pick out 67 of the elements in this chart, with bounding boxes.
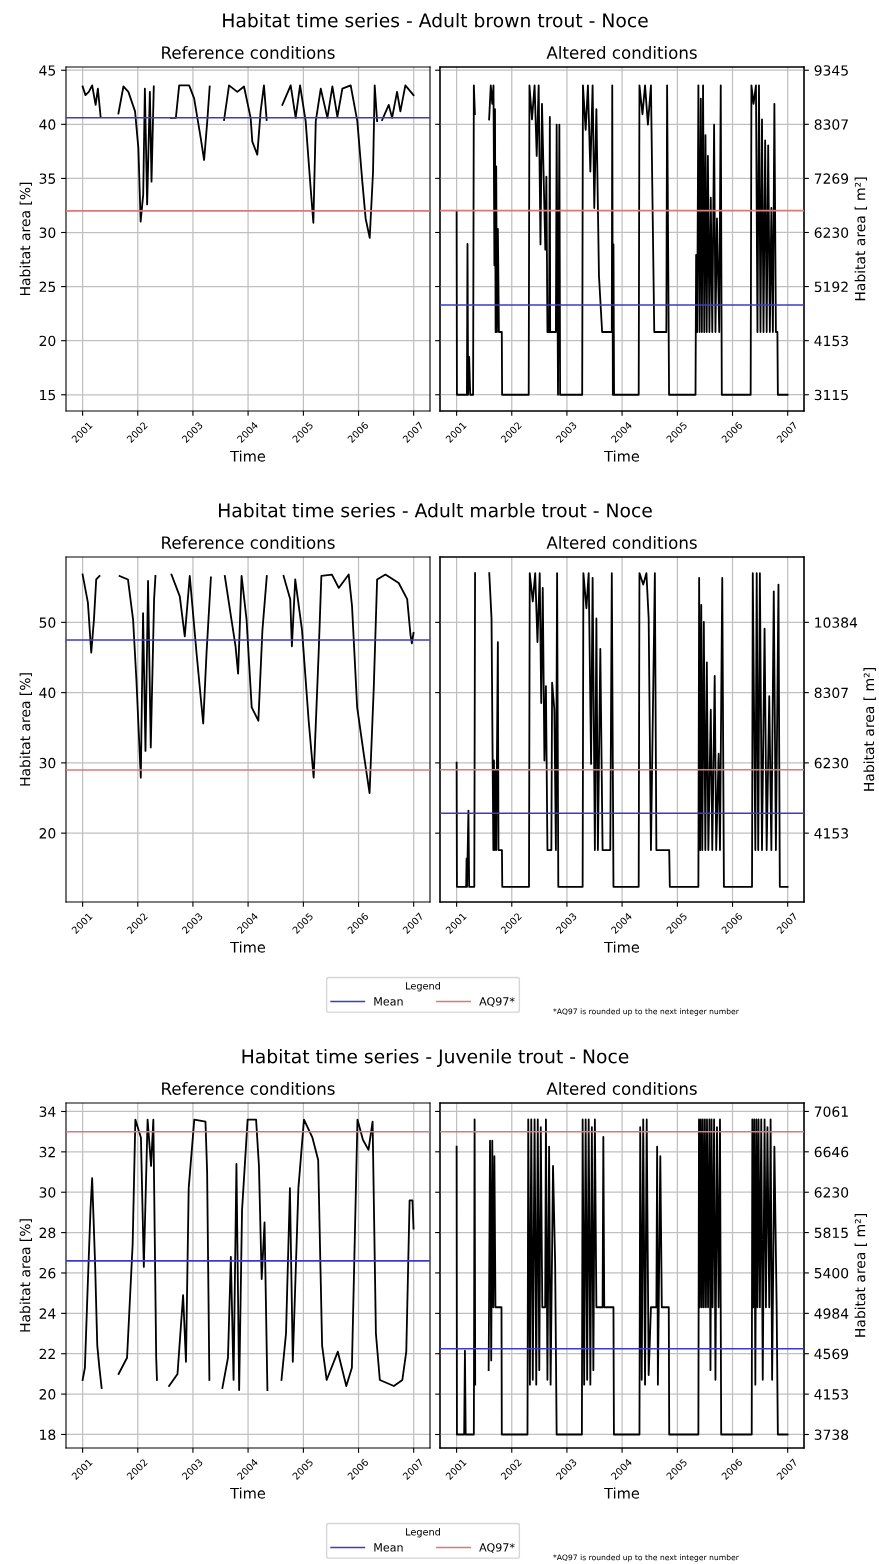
y2-tick-label: 4153: [814, 828, 848, 839]
y-tick-label: 22: [39, 1348, 55, 1359]
y2-axis-title: Habitat area [ m²]: [863, 668, 876, 791]
legend-title: Legend: [406, 1528, 440, 1538]
y2-tick-label: 6646: [814, 1146, 849, 1158]
y-tick-label: 26: [39, 1267, 56, 1279]
y2-tick-label: 4153: [814, 1389, 848, 1400]
y2-tick-label: 6230: [814, 227, 849, 238]
y2-tick-label: 4984: [814, 1308, 849, 1319]
y-tick-label: 30: [39, 757, 56, 769]
y2-tick-label: 5192: [814, 281, 848, 293]
y-axis-title: Habitat area [%]: [19, 1219, 32, 1332]
legend-label: Mean: [374, 1543, 403, 1552]
chart-subtitle: Reference conditions: [162, 1082, 335, 1095]
x-axis-title: Time: [604, 941, 640, 953]
y2-tick-label: 6230: [814, 1187, 849, 1198]
chart-subtitle: Reference conditions: [162, 46, 335, 59]
x-axis-title: Time: [604, 1487, 640, 1499]
chart-title: Altered conditions: [546, 46, 697, 59]
y-tick-label: 30: [39, 227, 56, 238]
y2-tick-label: 5400: [814, 1267, 849, 1279]
y-tick-label: 45: [39, 65, 56, 76]
y2-tick-label: 5815: [814, 1227, 848, 1239]
chart-subtitle: Reference conditions: [162, 536, 335, 549]
chart-title: Altered conditions: [546, 536, 697, 549]
y2-axis-title: Habitat area [ m²]: [854, 177, 868, 301]
legend-label: Mean: [374, 997, 403, 1006]
chart-title: Habitat time series - Juvenile trout - Noce: [242, 1048, 629, 1067]
y-tick-label: 28: [39, 1227, 56, 1239]
y-tick-label: 24: [39, 1308, 56, 1319]
y2-tick-label: 7061: [814, 1106, 848, 1117]
y2-tick-label: 3115: [814, 389, 848, 401]
y-tick-label: 20: [39, 1389, 56, 1400]
y2-axis-title: Habitat area [ m²]: [854, 1214, 868, 1337]
y-tick-label: 32: [39, 1146, 55, 1158]
y-tick-label: 40: [39, 687, 56, 699]
y-tick-label: 15: [40, 389, 56, 401]
y2-tick-label: 8307: [814, 119, 848, 130]
chart-title: Habitat time series - Adult marble trout - Noce: [219, 502, 652, 518]
y-tick-label: 35: [39, 173, 56, 184]
y2-tick-label: 8307: [814, 687, 848, 699]
x-axis-title: Time: [230, 1487, 266, 1499]
y2-tick-label: 6230: [814, 757, 849, 769]
x-axis-title: Time: [230, 941, 266, 953]
legend-label: AQ97*: [479, 997, 515, 1007]
y2-tick-label: 10384: [815, 617, 858, 628]
y2-tick-label: 3738: [814, 1429, 849, 1440]
legend-label: AQ97*: [479, 1543, 515, 1553]
chart-title: Altered conditions: [546, 1082, 697, 1095]
y-tick-label: 30: [39, 1187, 56, 1198]
y-tick-label: 25: [39, 281, 56, 293]
y2-tick-label: 9345: [814, 65, 848, 76]
y-axis-title: Habitat area [%]: [19, 182, 32, 296]
y2-tick-label: 7269: [814, 173, 849, 184]
y-tick-label: 20: [39, 335, 56, 347]
y2-tick-label: 4569: [814, 1348, 849, 1360]
chart-title: Habitat time series - Adult brown trout - Noce: [223, 12, 648, 28]
y-tick-label: 40: [39, 119, 56, 130]
y-tick-label: 18: [40, 1429, 56, 1440]
x-axis-title: Time: [230, 450, 266, 462]
y-tick-label: 50: [39, 617, 56, 628]
legend-title: Legend: [406, 982, 440, 992]
y-axis-title: Habitat area [%]: [19, 673, 32, 786]
y-tick-label: 34: [39, 1106, 56, 1117]
x-axis-title: Time: [604, 450, 640, 462]
y-tick-label: 20: [39, 828, 56, 839]
y2-tick-label: 4153: [814, 335, 848, 347]
